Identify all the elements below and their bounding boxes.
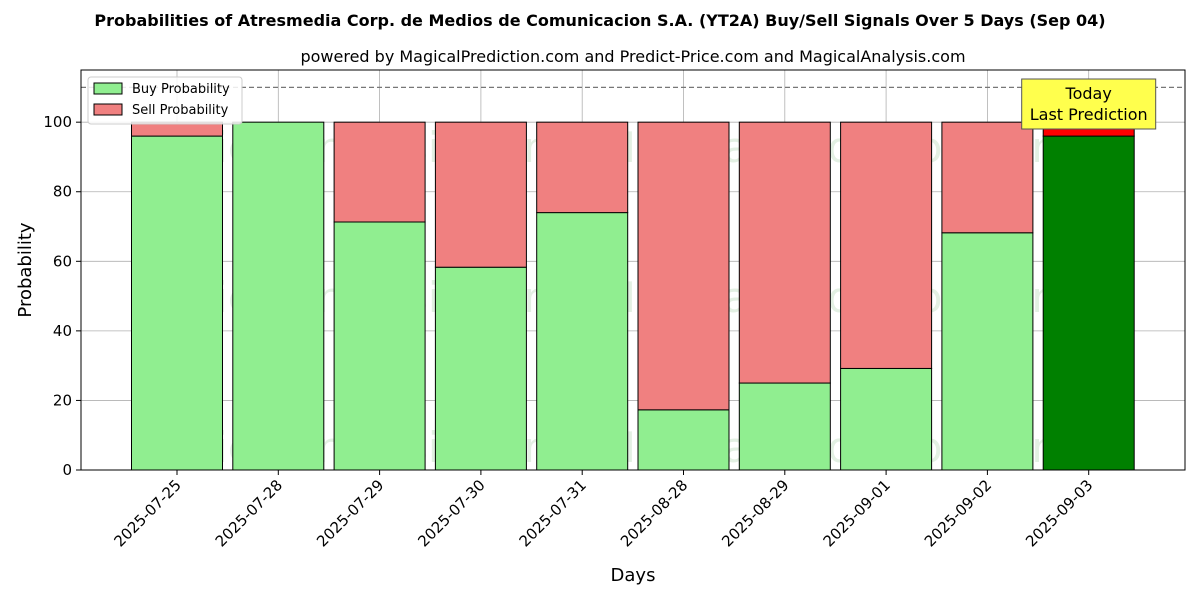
x-tick-label: 2025-09-02 xyxy=(921,476,995,550)
x-tick-label: 2025-08-28 xyxy=(617,476,691,550)
bar-sell xyxy=(536,121,629,214)
bar-buy xyxy=(434,266,527,471)
y-axis: 0 20 40 60 80 100 xyxy=(43,113,81,479)
bar-sell xyxy=(738,121,831,384)
y-axis-label: Probability xyxy=(15,222,36,317)
bar-sell xyxy=(434,121,527,268)
bar-buy xyxy=(941,232,1034,471)
y-tick-label: 60 xyxy=(53,252,72,270)
annotation-line-1: Today xyxy=(1065,84,1112,103)
bar-buy xyxy=(131,135,223,471)
y-tick-label: 40 xyxy=(53,322,72,340)
chart-subtitle: powered by MagicalPrediction.com and Pre… xyxy=(300,47,965,66)
y-tick-label: 80 xyxy=(53,183,72,201)
legend-box xyxy=(87,76,243,125)
x-tick-label: 2025-09-03 xyxy=(1022,476,1096,550)
x-tick-label: 2025-09-01 xyxy=(820,476,894,550)
y-tick-label: 100 xyxy=(43,113,72,131)
x-tick-label: 2025-07-30 xyxy=(414,476,488,550)
x-tick-label: 2025-07-25 xyxy=(110,476,184,550)
x-axis: 2025-07-25 2025-07-28 2025-07-29 2025-07-30… xyxy=(110,470,1097,550)
bar-buy xyxy=(840,367,933,471)
bar-buy xyxy=(637,409,730,471)
bar-sell xyxy=(840,121,933,369)
y-tick-label: 20 xyxy=(53,391,72,409)
x-tick-label: 2025-07-29 xyxy=(313,476,387,550)
legend: Buy Probability Sell Probability xyxy=(87,76,243,125)
chart-title: Probabilities of Atresmedia Corp. de Med… xyxy=(94,11,1105,30)
x-tick-label: 2025-07-31 xyxy=(516,476,590,550)
bar-sell xyxy=(637,121,730,411)
bars xyxy=(131,121,1135,471)
bar-sell xyxy=(941,121,1034,234)
bar-sell xyxy=(333,121,426,223)
x-axis-label: Days xyxy=(611,565,656,586)
today-annotation: Today Last Prediction xyxy=(1021,78,1157,130)
bar-buy xyxy=(333,221,426,471)
legend-swatch xyxy=(93,103,123,116)
annotation-line-2: Last Prediction xyxy=(1030,105,1148,124)
legend-swatch xyxy=(93,82,123,95)
bar-buy xyxy=(232,121,325,471)
annotation-box xyxy=(1021,78,1157,130)
x-tick-label: 2025-07-28 xyxy=(212,476,286,550)
plot-frame xyxy=(80,69,1186,471)
bar-buy xyxy=(536,212,629,471)
legend-label: Buy Probability xyxy=(132,82,230,97)
y-tick-label: 0 xyxy=(62,461,72,479)
legend-label: Sell Probability xyxy=(132,103,229,118)
x-tick-label: 2025-08-29 xyxy=(718,476,792,550)
bar-buy xyxy=(738,382,831,471)
bar-buy xyxy=(1042,135,1135,471)
